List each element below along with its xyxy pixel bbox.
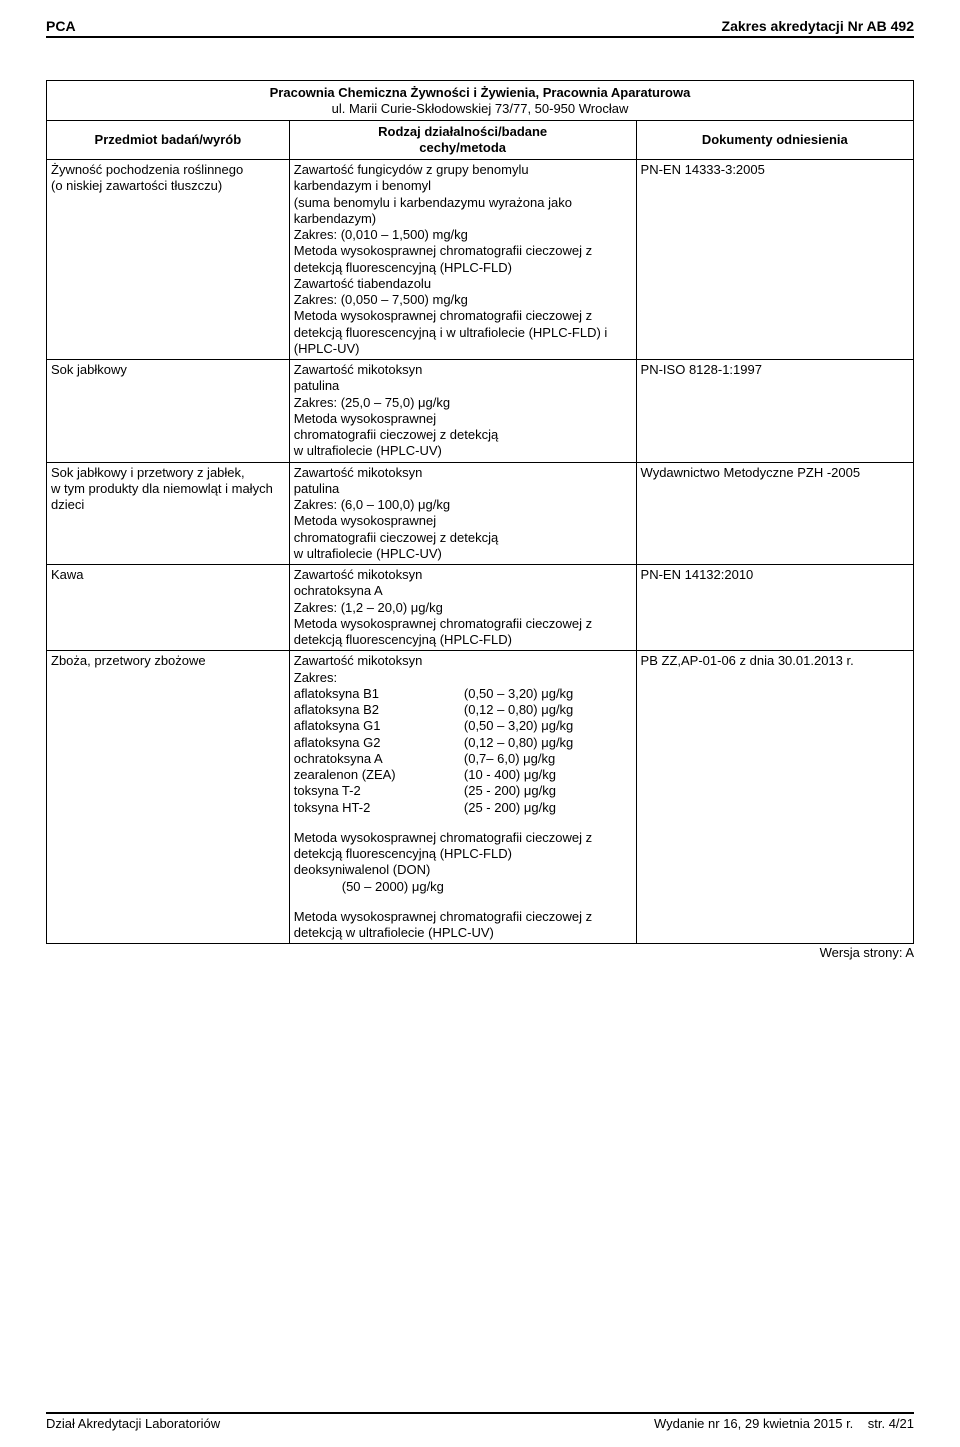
row5-don-range: (50 – 2000) μg/kg [294,879,632,895]
cell-subject: Żywność pochodzenia roślinnego (o niskie… [47,160,290,360]
row5-bottom: Metoda wysokosprawnej chromatografii cie… [294,909,632,942]
cell-docs: PN-ISO 8128-1:1997 [636,360,913,463]
table-row: Sok jabłkowy Zawartość mikotoksyn patuli… [47,360,914,463]
table-title-line1: Pracownia Chemiczna Żywności i Żywienia,… [51,85,909,101]
cell-method: Zawartość mikotoksyn Zakres: aflatoksyna… [289,651,636,944]
cell-method: Zawartość mikotoksyn ochratoksyna A Zakr… [289,565,636,651]
header-right: Zakres akredytacji Nr AB 492 [722,18,914,34]
table-title-line2: ul. Marii Curie-Skłodowskiej 73/77, 50-9… [51,101,909,117]
table-row: Kawa Zawartość mikotoksyn ochratoksyna A… [47,565,914,651]
cell-docs: Wydawnictwo Metodyczne PZH -2005 [636,462,913,565]
head-col-1: Przedmiot badań/wyrób [47,120,290,160]
cell-method: Zawartość mikotoksyn patulina Zakres: (6… [289,462,636,565]
cell-subject: Kawa [47,565,290,651]
version-label: Wersja strony: A [46,945,914,960]
cell-subject: Sok jabłkowy i przetwory z jabłek, w tym… [47,462,290,565]
cell-docs: PN-EN 14132:2010 [636,565,913,651]
cell-method: Zawartość fungicydów z grupy benomylu ka… [289,160,636,360]
cell-docs: PB ZZ,AP-01-06 z dnia 30.01.2013 r. [636,651,913,944]
row5-sublist: aflatoksyna B1(0,50 – 3,20) μg/kg aflato… [294,686,632,816]
accreditation-table: Pracownia Chemiczna Żywności i Żywienia,… [46,80,914,944]
footer-mid-right: Wydanie nr 16, 29 kwietnia 2015 r. str. … [654,1416,914,1431]
head-col-2: Rodzaj działalności/badane cechy/metoda [289,120,636,160]
table-row: Zboża, przetwory zbożowe Zawartość mikot… [47,651,914,944]
table-title-row: Pracownia Chemiczna Żywności i Żywienia,… [47,81,914,121]
header-left: PCA [46,18,76,34]
row5-don: deoksyniwalenol (DON) [294,862,632,878]
footer-left: Dział Akredytacji Laboratoriów [46,1416,220,1431]
cell-method: Zawartość mikotoksyn patulina Zakres: (2… [289,360,636,463]
cell-subject: Zboża, przetwory zbożowe [47,651,290,944]
cell-subject: Sok jabłkowy [47,360,290,463]
page-footer: Dział Akredytacji Laboratoriów Wydanie n… [46,1412,914,1431]
cell-docs: PN-EN 14333-3:2005 [636,160,913,360]
head-col-3: Dokumenty odniesienia [636,120,913,160]
table-head-row: Przedmiot badań/wyrób Rodzaj działalnośc… [47,120,914,160]
page-header: PCA Zakres akredytacji Nr AB 492 [46,18,914,38]
row5-top: Zawartość mikotoksyn Zakres: [294,653,632,686]
row5-mid1: Metoda wysokosprawnej chromatografii cie… [294,830,632,863]
table-row: Żywność pochodzenia roślinnego (o niskie… [47,160,914,360]
table-row: Sok jabłkowy i przetwory z jabłek, w tym… [47,462,914,565]
